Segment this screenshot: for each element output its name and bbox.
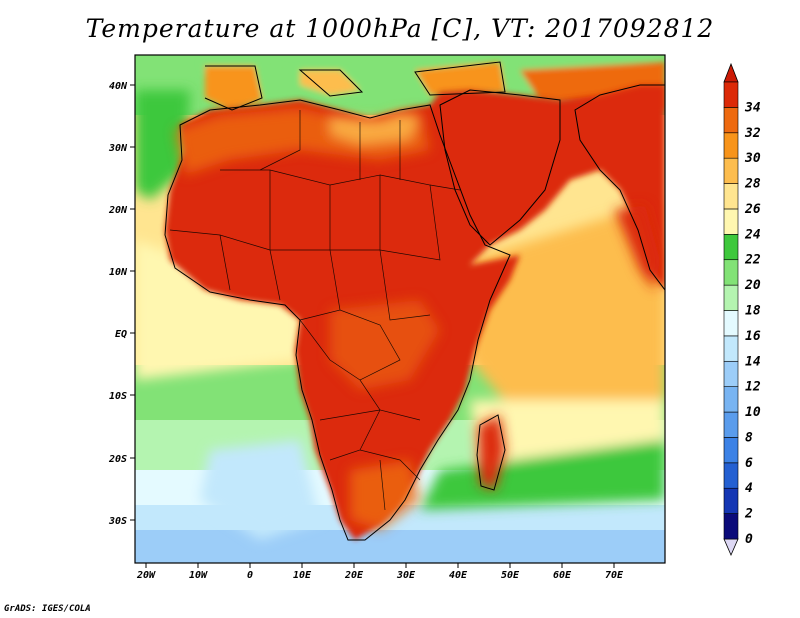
atlantic-cream	[135, 240, 300, 380]
band-south-blue	[135, 530, 665, 563]
lat-tick: 20S	[108, 454, 127, 465]
indian-green	[420, 440, 665, 510]
temperature-field	[135, 55, 665, 563]
south-africa-warm	[350, 460, 420, 530]
atl-south-lightblue	[200, 440, 320, 540]
colorbar-swatch	[723, 310, 739, 337]
colorbar-swatch	[723, 335, 739, 362]
atlantic-green-west	[135, 90, 190, 200]
lon-tick: 10W	[189, 570, 208, 581]
colorbar-label: 34	[744, 100, 761, 115]
colorbar-min-arrow	[723, 538, 739, 556]
country-borders	[169, 110, 461, 511]
madagascar-outline	[476, 414, 506, 491]
lon-tick: 30E	[396, 570, 416, 581]
colorbar-swatch	[723, 284, 739, 311]
colorbar-label: 6	[745, 456, 753, 471]
colorbar-label: 18	[745, 304, 761, 319]
colorbar-swatch	[723, 81, 739, 108]
colorbar-swatch	[723, 386, 739, 413]
africa-coastline	[164, 99, 511, 541]
colorbar-label: 16	[745, 329, 761, 344]
colorbar-label: 14	[745, 354, 761, 369]
lat-tick: 30S	[108, 516, 127, 527]
lon-tick: 20W	[136, 570, 156, 581]
colorbar-swatch	[723, 487, 739, 514]
colorbar-swatch	[723, 132, 739, 159]
lon-tick: 40E	[449, 570, 468, 581]
colorbar-label: 20	[744, 278, 761, 293]
lat-tick: 20N	[108, 205, 128, 216]
lat-tick: 10N	[109, 267, 128, 278]
lon-tick: 10E	[293, 570, 312, 581]
lon-labels: 20W 10W 0 10E 20E 30E 40E 50E 60E 70E	[136, 570, 624, 581]
colorbar-label: 24	[744, 227, 761, 242]
colorbar-label: 28	[744, 177, 761, 192]
colorbar-label: 4	[745, 481, 753, 496]
europe-coastline	[204, 61, 506, 111]
colorbar-label: 8	[745, 430, 753, 445]
colorbar-label: 12	[745, 380, 761, 395]
coastlines	[164, 61, 665, 541]
lat-tick: 40N	[109, 81, 128, 92]
lon-tick: 70E	[605, 570, 624, 581]
colorbar-swatch	[723, 462, 739, 489]
colorbar-label: 26	[744, 202, 761, 217]
arabia-coastline	[439, 89, 561, 246]
colorbar-swatch	[723, 360, 739, 387]
lon-tick: 50E	[501, 570, 520, 581]
iberia	[205, 66, 262, 110]
lat-tick: 30N	[108, 143, 128, 154]
colorbar-swatch	[723, 259, 739, 286]
colorbar-swatch	[723, 183, 739, 210]
east-africa-warm	[330, 300, 440, 390]
lat-labels: 40N 30N 20N 10N EQ 10S 20S 30S	[108, 81, 128, 527]
map-title: Temperature at 1000hPa [C], VT: 20170928…	[85, 14, 715, 43]
colorbar-swatch	[723, 411, 739, 438]
colorbar-swatch	[723, 437, 739, 464]
lon-tick: 0	[247, 570, 253, 581]
lat-tick: EQ	[115, 329, 127, 340]
grads-credit: GrADS: IGES/COLA	[4, 604, 91, 614]
india-south	[615, 205, 660, 290]
turkey	[415, 62, 505, 95]
libya-coast	[330, 112, 420, 145]
lat-tick: 10S	[109, 391, 127, 402]
colorbar-label: 10	[745, 405, 761, 420]
colorbar-swatch	[723, 208, 739, 235]
lon-tick: 20E	[344, 570, 364, 581]
colorbar-swatch	[723, 107, 739, 134]
colorbar-swatch	[723, 234, 739, 261]
lon-tick: 60E	[553, 570, 572, 581]
colorbar-label: 22	[744, 253, 761, 268]
axis-ticks	[130, 84, 615, 568]
colorbar-label: 0	[745, 532, 753, 547]
colorbar-max-arrow	[723, 62, 739, 83]
india-coastline	[574, 84, 665, 291]
colorbar-swatch	[723, 513, 739, 540]
italy-balkan	[300, 70, 360, 95]
indian-cream	[470, 400, 665, 470]
madagascar	[478, 415, 505, 490]
colorbar-swatch	[723, 157, 739, 184]
colorbar-label: 2	[744, 507, 753, 522]
colorbar-label: 30	[744, 151, 761, 166]
colorbar-label: 32	[744, 126, 761, 141]
plot-frame	[134, 54, 666, 564]
